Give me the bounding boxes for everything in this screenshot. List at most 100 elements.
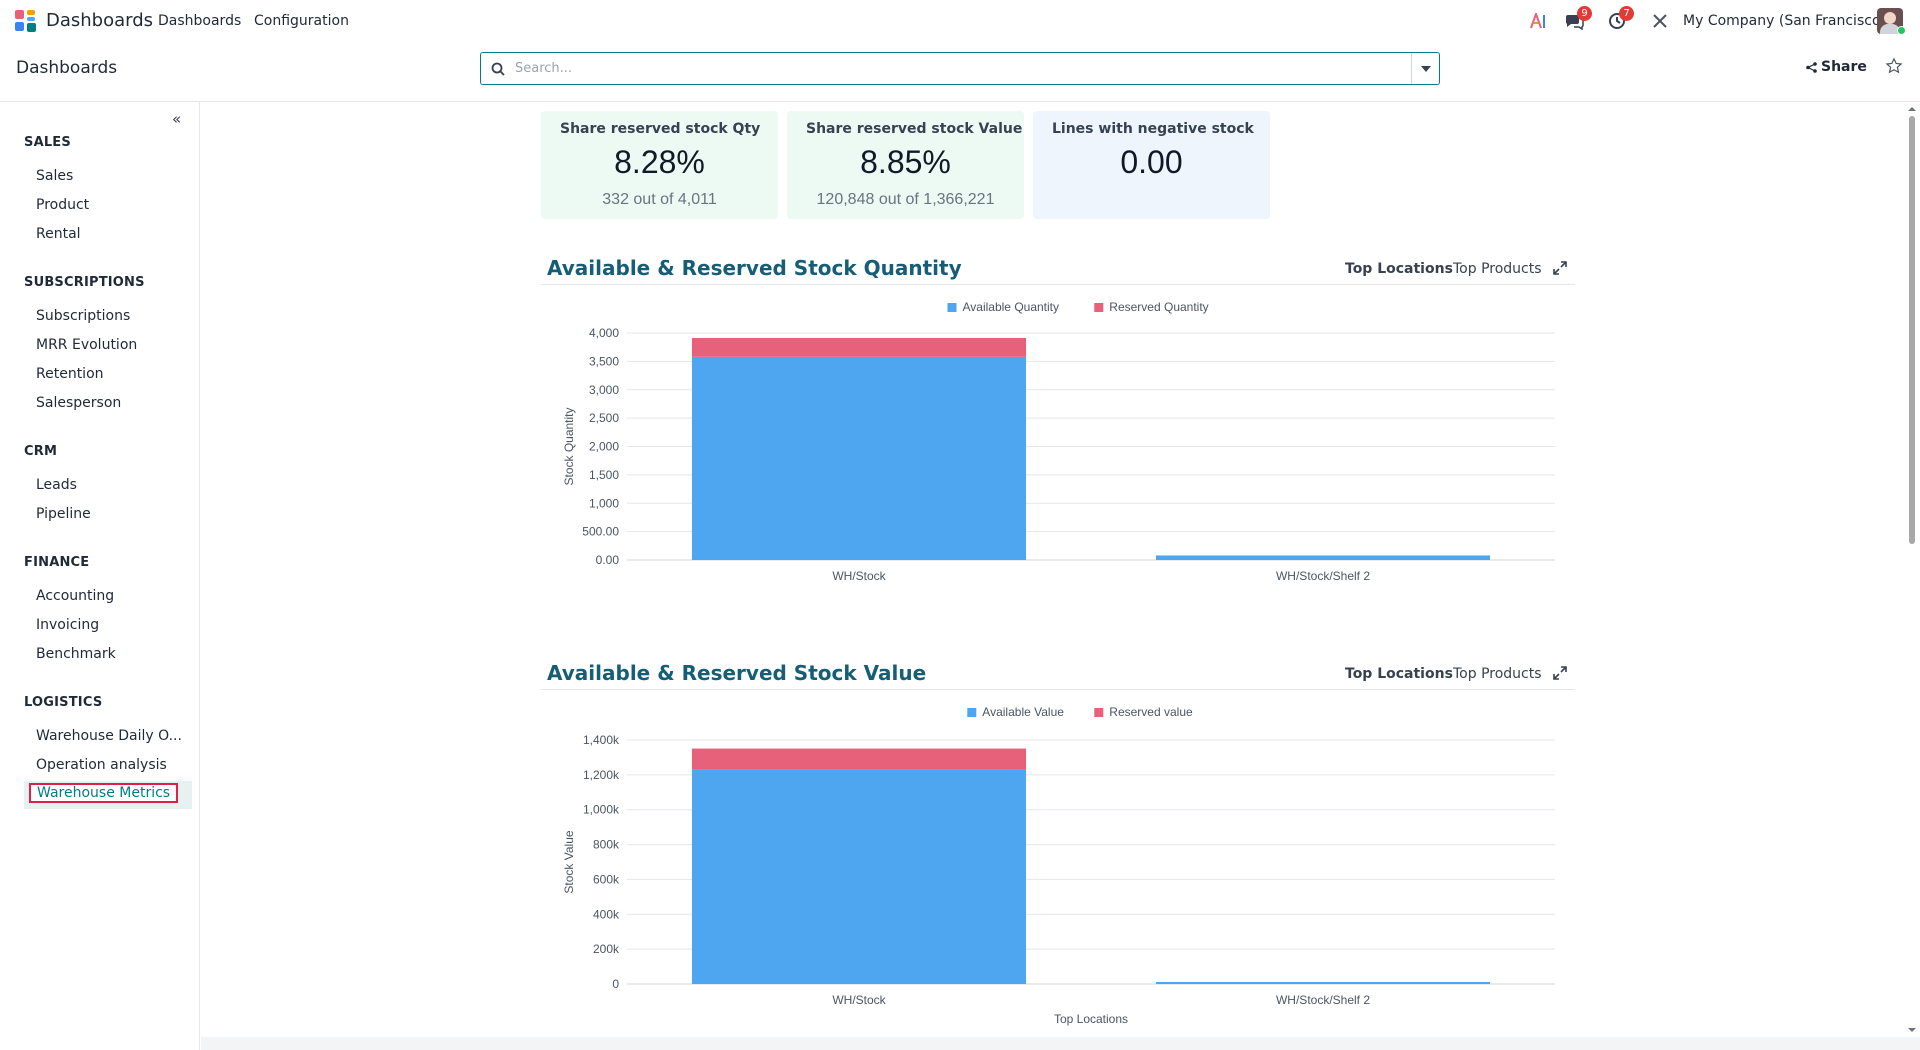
dashboard-main: Share reserved stock Qty 8.28% 332 out o… (201, 102, 1920, 1037)
expand-icon[interactable] (1553, 666, 1567, 684)
kpi-reserved-value[interactable]: Share reserved stock Value 8.85% 120,848… (787, 111, 1024, 219)
y-tick-label: 1,000 (589, 496, 619, 510)
x-tick-label: WH/Stock/Shelf 2 (1276, 993, 1370, 1007)
chart-title: Available & Reserved Stock Quantity (547, 256, 962, 280)
chart-stock-quantity: Available & Reserved Stock Quantity Top … (541, 252, 1575, 583)
messages-icon[interactable]: 9 (1564, 0, 1592, 42)
legend-label: Available Value (982, 705, 1064, 719)
y-tick-label: 1,200k (583, 768, 620, 782)
top-navbar: Dashboards Dashboards Configuration 9 7 … (0, 0, 1920, 42)
legend-swatch (947, 303, 957, 312)
legend-label: Reserved Quantity (1109, 300, 1208, 314)
sidebar-item-operation-analysis[interactable]: Operation analysis (36, 757, 167, 773)
stock-value-chart: Available Value Reserved value 0 200k 400k 60… (562, 705, 1555, 1026)
chart-stock-value: Available & Reserved Stock Value Top Loc… (541, 657, 1575, 1037)
share-icon (1806, 61, 1817, 73)
share-button[interactable]: Share (1806, 59, 1867, 75)
x-axis-label: Top Locations (1054, 1012, 1128, 1026)
stock-quantity-chart: Available Quantity Reserved Quantity 0.00 5… (562, 300, 1555, 583)
bar-available-value (691, 769, 1027, 984)
y-tick-label: 800k (593, 838, 620, 852)
control-panel: Dashboards Share (0, 42, 1920, 102)
y-tick-label: 1,000k (583, 803, 620, 817)
menu-configuration[interactable]: Configuration (254, 13, 349, 29)
apps-menu-icon[interactable] (15, 10, 37, 32)
company-switcher[interactable]: My Company (San Francisco) (1683, 13, 1886, 29)
chart-title: Available & Reserved Stock Value (547, 661, 927, 685)
search-options-toggle[interactable] (1411, 53, 1439, 84)
search-icon[interactable] (481, 53, 515, 84)
x-tick-label: WH/Stock (832, 993, 886, 1007)
sidebar-item-invoicing[interactable]: Invoicing (36, 617, 100, 633)
scrollbar-thumb[interactable] (1909, 116, 1915, 544)
sidebar-item-warehouse-daily[interactable]: Warehouse Daily O... (36, 728, 182, 744)
app-brand[interactable]: Dashboards (46, 10, 154, 31)
chart-header: Available & Reserved Stock Value Top Loc… (541, 657, 1575, 690)
favorite-star-icon[interactable] (1885, 57, 1903, 79)
sidebar-item-subscriptions[interactable]: Subscriptions (36, 308, 131, 324)
sidebar-item-rental[interactable]: Rental (36, 226, 81, 242)
ai-icon[interactable] (1530, 0, 1548, 42)
section-crm: CRM (24, 444, 58, 459)
kpi-subtext: 332 out of 4,011 (602, 191, 717, 208)
search-input[interactable] (515, 54, 1411, 83)
y-tick-label: 400k (593, 907, 620, 921)
sidebar-item-warehouse-metrics[interactable]: Warehouse Metrics (29, 783, 179, 803)
menu-dashboards[interactable]: Dashboards (158, 13, 242, 29)
kpi-value: 8.28% (614, 144, 705, 180)
kpi-subtext: 120,848 out of 1,366,221 (816, 191, 995, 208)
activities-badge: 7 (1619, 6, 1634, 21)
legend-swatch (967, 708, 977, 717)
online-status-dot (1897, 26, 1906, 35)
chart-header: Available & Reserved Stock Quantity Top … (541, 252, 1575, 285)
kpi-reserved-qty[interactable]: Share reserved stock Qty 8.28% 332 out o… (541, 111, 778, 219)
bar-available-value (1155, 982, 1491, 984)
sidebar-item-mrr-evolution[interactable]: MRR Evolution (36, 337, 138, 353)
kpi-title: Share reserved stock Qty (560, 121, 761, 137)
expand-icon[interactable] (1553, 261, 1567, 279)
tab-top-products[interactable]: Top Products (1453, 261, 1542, 277)
y-tick-label: 200k (593, 942, 620, 956)
y-tick-label: 1,400k (583, 733, 620, 747)
bar-available-quantity (691, 356, 1027, 560)
y-tick-label: 600k (593, 872, 620, 886)
kpi-title: Share reserved stock Value (806, 121, 1023, 137)
y-tick-label: 2,000 (589, 440, 619, 454)
sidebar-item-product[interactable]: Product (36, 197, 90, 213)
legend-swatch (1094, 708, 1104, 717)
sidebar-item-accounting[interactable]: Accounting (36, 588, 115, 604)
kpi-value: 8.85% (860, 144, 951, 180)
y-tick-label: 3,500 (589, 354, 619, 368)
tab-top-locations[interactable]: Top Locations (1345, 261, 1453, 277)
bar-reserved-quantity (691, 337, 1027, 357)
y-axis-label: Stock Value (562, 830, 576, 893)
sidebar-item-benchmark[interactable]: Benchmark (36, 646, 116, 662)
user-avatar[interactable] (1877, 0, 1906, 42)
bar-available-quantity (1155, 555, 1491, 560)
section-subscriptions: SUBSCRIPTIONS (24, 275, 145, 290)
tab-top-locations[interactable]: Top Locations (1345, 666, 1453, 682)
sidebar-item-pipeline[interactable]: Pipeline (36, 506, 91, 522)
kpi-negative-stock[interactable]: Lines with negative stock 0.00 (1033, 111, 1270, 219)
kpi-title: Lines with negative stock (1052, 121, 1254, 137)
share-label: Share (1821, 59, 1867, 75)
vertical-scrollbar[interactable] (1904, 102, 1920, 1037)
y-tick-label: 500.00 (582, 525, 619, 539)
sidebar-item-leads[interactable]: Leads (36, 477, 77, 493)
y-tick-label: 1,500 (589, 468, 619, 482)
page-title: Dashboards (16, 58, 118, 78)
debug-tools-icon[interactable] (1652, 0, 1668, 42)
collapse-sidebar-icon[interactable]: « (172, 110, 182, 128)
horizontal-scrollbar[interactable] (201, 1037, 1920, 1050)
legend-swatch (1094, 303, 1104, 312)
sidebar-item-salesperson[interactable]: Salesperson (36, 395, 122, 411)
search-bar (480, 52, 1440, 85)
sidebar-item-retention[interactable]: Retention (36, 366, 104, 382)
kpi-value: 0.00 (1120, 144, 1183, 180)
tab-top-products[interactable]: Top Products (1453, 666, 1542, 682)
messages-badge: 9 (1577, 6, 1592, 21)
activities-icon[interactable]: 7 (1608, 0, 1634, 42)
y-tick-label: 0.00 (596, 553, 620, 567)
y-tick-label: 0 (612, 977, 619, 991)
sidebar-item-sales[interactable]: Sales (36, 168, 74, 184)
